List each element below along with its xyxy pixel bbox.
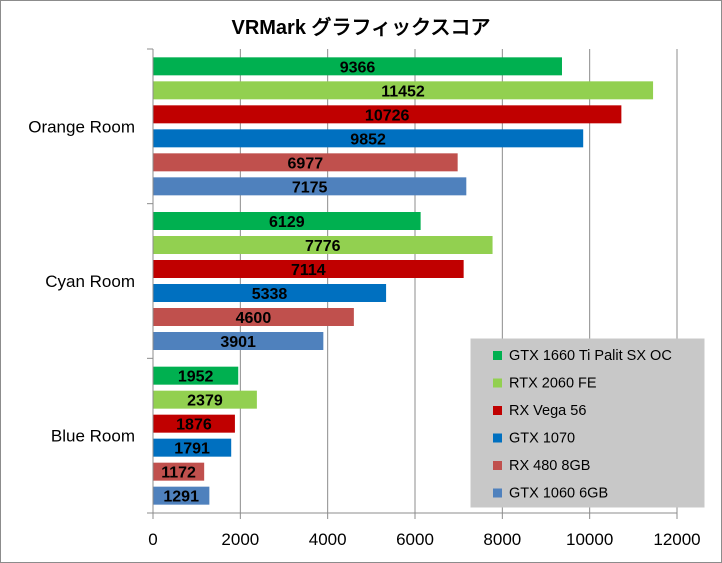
x-tick-label: 8000 <box>483 530 521 549</box>
data-label: 6977 <box>288 155 324 172</box>
bar <box>153 486 210 505</box>
data-label: 1952 <box>178 369 214 386</box>
legend-box <box>470 338 705 508</box>
legend-entry: GTX 1660 Ti Palit SX OC <box>509 348 672 364</box>
bar <box>153 105 622 124</box>
legend-entry: RTX 2060 FE <box>509 376 597 392</box>
data-label: 1876 <box>176 417 212 434</box>
data-label: 10726 <box>365 107 410 124</box>
bar <box>153 284 387 302</box>
x-tick-label: 2000 <box>221 530 259 549</box>
legend-entry: RX 480 8GB <box>509 458 590 474</box>
legend-entry: GTX 1060 6GB <box>509 486 608 502</box>
bar <box>153 236 493 254</box>
data-label: 7114 <box>291 262 326 279</box>
bar <box>153 308 354 326</box>
legend-entry: GTX 1070 <box>509 431 575 447</box>
data-label: 7175 <box>292 179 328 196</box>
bar <box>153 212 421 230</box>
legend-swatch <box>493 378 502 388</box>
legend-swatch <box>493 488 502 498</box>
bar <box>153 129 584 148</box>
bar <box>153 81 654 100</box>
data-label: 9852 <box>350 131 386 148</box>
bar <box>153 260 464 278</box>
x-tick-label: 0 <box>148 530 157 549</box>
legend-swatch <box>493 433 502 443</box>
bar <box>153 462 205 481</box>
data-label: 4600 <box>236 310 272 327</box>
bar <box>153 438 232 457</box>
legend-swatch <box>493 406 502 415</box>
legend-entry: RX Vega 56 <box>509 403 586 419</box>
bars <box>153 57 654 505</box>
data-label: 11452 <box>381 83 425 100</box>
bar <box>153 366 239 385</box>
bar <box>153 177 467 196</box>
chart-title: VRMark グラフィックスコア <box>231 15 490 39</box>
data-label: 9366 <box>340 59 376 76</box>
x-tick-label: 12000 <box>653 530 700 549</box>
data-label: 2379 <box>187 393 223 410</box>
data-label: 1172 <box>161 465 196 482</box>
data-label: 3901 <box>220 334 256 351</box>
x-tick-label: 6000 <box>396 530 434 549</box>
x-tick-label: 10000 <box>566 530 613 549</box>
y-tick-label: Blue Room <box>51 427 135 446</box>
data-label: 5338 <box>252 286 288 303</box>
bar <box>153 332 324 350</box>
bar <box>153 153 458 172</box>
data-label: 6129 <box>269 214 305 231</box>
y-tick-label: Cyan Room <box>45 272 135 291</box>
legend-swatch <box>493 461 502 470</box>
bar <box>153 390 257 409</box>
data-label: 7776 <box>305 238 341 255</box>
data-label: 1291 <box>163 489 199 506</box>
axes: Orange Room Cyan Room Blue Room 0 2000 4000 60… <box>28 48 701 549</box>
x-tick-label: 4000 <box>309 530 347 549</box>
data-label: 1791 <box>174 441 210 458</box>
legend: GTX 1660 Ti Palit SX OC RTX 2060 FE RX Veg… <box>470 338 705 508</box>
bar <box>153 57 562 76</box>
grid-lines <box>239 49 678 513</box>
bar <box>153 414 235 433</box>
y-tick-label: Orange Room <box>28 117 135 136</box>
legend-swatch <box>493 351 502 360</box>
